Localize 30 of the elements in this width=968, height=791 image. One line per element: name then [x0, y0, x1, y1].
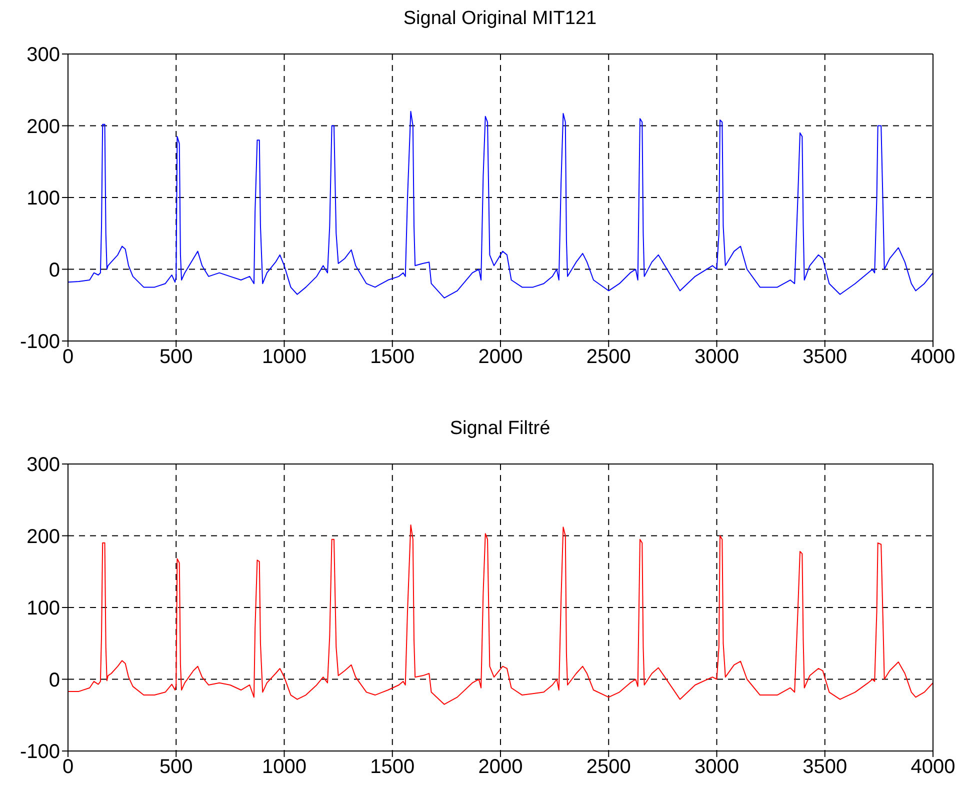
x-tick-label: 3000: [694, 346, 739, 368]
x-tick-label: 3500: [802, 346, 848, 368]
line-series: [68, 110, 933, 298]
x-tick-label: 2000: [478, 756, 523, 778]
x-tick-label: 1500: [370, 756, 415, 778]
y-tick-label: -100: [20, 741, 60, 764]
x-tick-label: 1000: [262, 346, 306, 368]
x-tick-label: 500: [159, 756, 193, 778]
x-tick-label: 2000: [478, 346, 523, 368]
y-tick-label: -100: [20, 331, 60, 354]
y-tick-label: 0: [48, 259, 60, 282]
x-tick-label: 1000: [262, 756, 306, 778]
x-tick-label: 2500: [586, 346, 631, 368]
y-tick-label: 300: [26, 44, 60, 66]
y-tick-label: 200: [26, 526, 60, 548]
y-tick-label: 0: [48, 669, 60, 692]
x-tick-label: 1500: [370, 346, 415, 368]
y-tick-label: 300: [26, 454, 60, 476]
y-tick-label: 100: [26, 598, 60, 620]
y-tick-label: 100: [26, 188, 60, 210]
chart-title: Signal Filtré: [448, 418, 552, 440]
line-series: [68, 524, 933, 705]
x-tick-label: 500: [159, 346, 193, 368]
y-tick-label: 200: [26, 116, 60, 138]
x-tick-label: 3500: [802, 756, 848, 778]
x-tick-label: 4000: [910, 756, 956, 778]
x-tick-label: 3000: [694, 756, 739, 778]
x-tick-label: 4000: [910, 346, 956, 368]
x-tick-label: 2500: [586, 756, 631, 778]
chart-title: Signal Original MIT121: [402, 8, 598, 30]
